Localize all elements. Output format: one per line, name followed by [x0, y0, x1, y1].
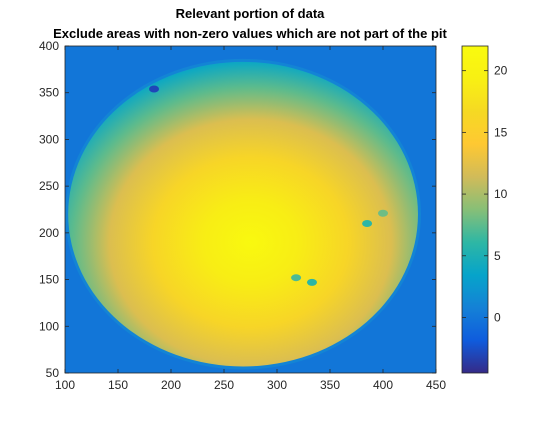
colorbar: [461, 45, 489, 374]
y-tick-label: 200: [39, 226, 59, 240]
y-tick-label: 300: [39, 132, 59, 146]
y-tick-label: 350: [39, 86, 59, 100]
anomaly-spot: [378, 209, 388, 217]
chart-title: Relevant portion of data: [176, 6, 326, 21]
heatmap-image: [65, 46, 436, 373]
x-tick-label: 100: [55, 378, 75, 392]
y-tick-label: 250: [39, 179, 59, 193]
x-tick-label: 350: [320, 378, 340, 392]
colorbar-tick-label: 0: [494, 310, 501, 324]
anomaly-spot: [149, 85, 160, 93]
x-tick-label: 400: [373, 378, 393, 392]
plot-frame: [64, 45, 437, 374]
anomaly-spot: [362, 220, 373, 228]
pit-region: [68, 61, 418, 367]
x-axis: 100 150 200 250 300 350 400 450: [55, 46, 446, 392]
colorbar-axis: 0 5 10 15 20: [462, 64, 508, 324]
anomaly-spot: [306, 278, 317, 286]
x-tick-label: 450: [426, 378, 446, 392]
y-tick-label: 150: [39, 273, 59, 287]
y-tick-label: 50: [46, 366, 60, 380]
y-tick-label: 400: [39, 39, 59, 53]
colorbar-tick-label: 15: [494, 125, 508, 139]
x-tick-label: 250: [214, 378, 234, 392]
y-tick-label: 100: [39, 319, 59, 333]
x-tick-label: 150: [108, 378, 128, 392]
chart-subtitle: Exclude areas with non-zero values which…: [53, 26, 447, 41]
colorbar-tick-label: 20: [494, 64, 508, 78]
anomaly-spot: [291, 274, 302, 282]
x-tick-label: 200: [161, 378, 181, 392]
colorbar-tick-label: 5: [494, 249, 501, 263]
y-axis: 50 100 150 200 250 300 350 400: [39, 39, 436, 380]
colorbar-tick-label: 10: [494, 187, 508, 201]
x-tick-label: 300: [267, 378, 287, 392]
